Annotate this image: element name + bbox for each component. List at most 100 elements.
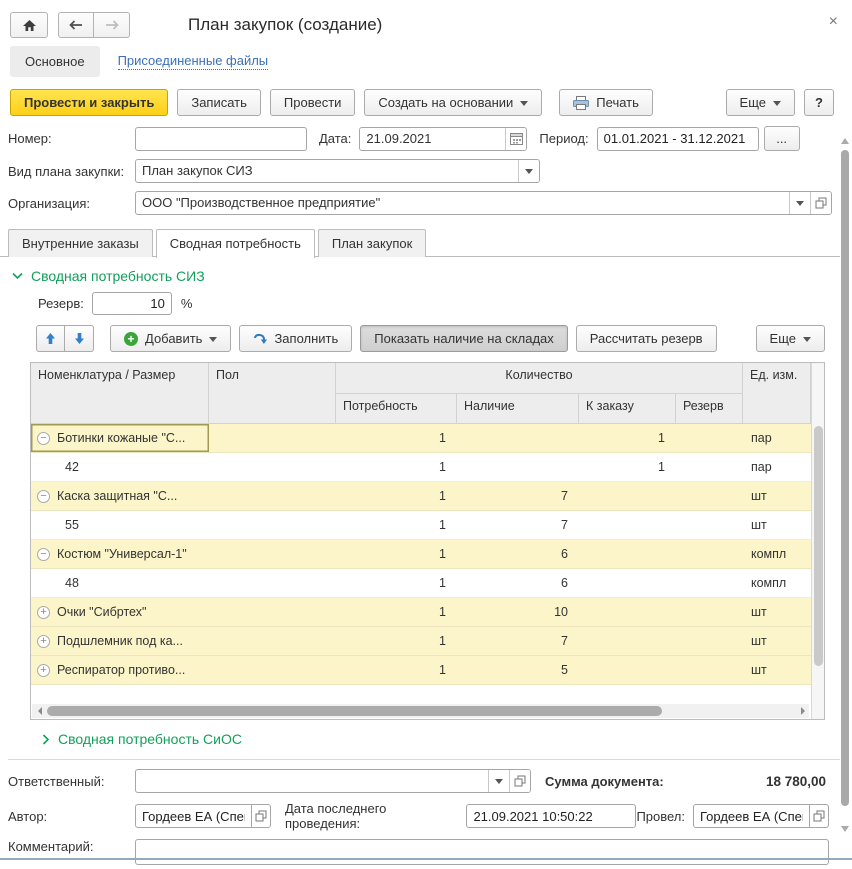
collapse-icon[interactable]: − (37, 489, 50, 503)
open-button[interactable] (509, 770, 530, 792)
cell-order[interactable] (579, 598, 676, 626)
col-reserve[interactable]: Резерв (676, 394, 743, 424)
add-button[interactable]: + Добавить (110, 325, 232, 352)
cell-nomenclature[interactable]: 48 (31, 569, 209, 597)
scrollbar-thumb[interactable] (841, 150, 849, 806)
cell-need[interactable]: 1 (439, 547, 446, 561)
cell-stock[interactable] (457, 424, 579, 452)
open-button[interactable] (810, 804, 829, 828)
tab-summary-need[interactable]: Сводная потребность (155, 229, 315, 258)
cell-need[interactable]: 1 (439, 663, 446, 677)
scroll-right-icon[interactable] (801, 707, 809, 715)
open-button[interactable] (810, 192, 831, 214)
cell-gender[interactable] (209, 424, 336, 452)
cell-stock[interactable]: 7 (561, 489, 568, 503)
scroll-left-icon[interactable] (34, 707, 42, 715)
cell-order[interactable] (579, 627, 676, 655)
cell-order[interactable] (579, 569, 676, 597)
expand-icon[interactable]: + (37, 634, 50, 648)
cell-reserve[interactable] (676, 482, 743, 510)
cell-stock[interactable] (457, 453, 579, 481)
cell-need[interactable]: 1 (439, 489, 446, 503)
save-button[interactable]: Записать (177, 89, 261, 116)
forward-button[interactable] (94, 12, 130, 38)
table-row[interactable]: − Ботинки кожаные "С... 1 1 пар (31, 424, 811, 453)
cell-order[interactable] (579, 656, 676, 684)
siz-section-header[interactable]: Сводная потребность СИЗ (0, 257, 852, 290)
table-row[interactable]: + Подшлемник под ка... 1 7 шт (31, 627, 811, 656)
cell-need[interactable]: 1 (439, 634, 446, 648)
cell-gender[interactable] (209, 540, 336, 568)
cell-nomenclature[interactable]: − Каска защитная "С... (31, 482, 209, 510)
number-input[interactable] (135, 126, 307, 151)
cell-unit[interactable]: пар (751, 460, 772, 474)
col-quantity[interactable]: Количество (336, 363, 743, 394)
scroll-up-icon[interactable] (841, 134, 849, 144)
responsible-value[interactable] (136, 770, 488, 792)
show-stock-button[interactable]: Показать наличие на складах (360, 325, 568, 352)
cell-unit[interactable]: компл (751, 576, 787, 590)
table-row[interactable]: 48 1 6 компл (31, 569, 811, 598)
scroll-down-icon[interactable] (841, 826, 849, 836)
table-row[interactable]: − Костюм "Универсал-1" 1 6 компл (31, 540, 811, 569)
more-button[interactable]: Еще (725, 89, 795, 116)
cell-stock[interactable]: 10 (554, 605, 568, 619)
table-row[interactable]: + Респиратор противо... 1 5 шт (31, 656, 811, 685)
print-button[interactable]: Печать (559, 89, 653, 116)
help-button[interactable]: ? (804, 89, 834, 116)
collapse-icon[interactable]: − (37, 431, 50, 445)
comment-input[interactable] (135, 839, 829, 865)
tab-main[interactable]: Основное (10, 46, 100, 77)
cell-unit[interactable]: шт (751, 605, 767, 619)
cell-reserve[interactable] (676, 453, 743, 481)
cell-nomenclature[interactable]: 55 (31, 511, 209, 539)
last-post-input[interactable] (466, 804, 637, 828)
cell-need[interactable]: 1 (439, 518, 446, 532)
cell-gender[interactable] (209, 598, 336, 626)
calendar-button[interactable] (505, 127, 527, 150)
author-field[interactable] (135, 804, 271, 828)
organization-value[interactable]: ООО "Производственное предприятие" (142, 195, 381, 210)
cell-reserve[interactable] (676, 627, 743, 655)
col-stock[interactable]: Наличие (457, 394, 579, 424)
create-based-on-button[interactable]: Создать на основании (364, 89, 543, 116)
date-value[interactable]: 21.09.2021 (366, 130, 432, 146)
tab-purchase-plan[interactable]: План закупок (317, 229, 427, 257)
fill-button[interactable]: Заполнить (239, 325, 353, 352)
table-row[interactable]: − Каска защитная "С... 1 7 шт (31, 482, 811, 511)
cell-unit[interactable]: пар (751, 431, 772, 445)
cell-gender[interactable] (209, 453, 336, 481)
collapse-icon[interactable]: − (37, 547, 50, 561)
period-choose-button[interactable]: ... (763, 126, 800, 151)
attached-files-link[interactable]: Присоединенные файлы (117, 53, 269, 70)
cell-nomenclature[interactable]: + Подшлемник под ка... (31, 627, 209, 655)
cell-nomenclature[interactable]: − Костюм "Универсал-1" (31, 540, 209, 568)
cell-reserve[interactable] (676, 656, 743, 684)
table-row[interactable]: 42 1 1 пар (31, 453, 811, 482)
reserve-input[interactable] (91, 292, 172, 315)
cell-order[interactable]: 1 (658, 460, 665, 474)
organization-select[interactable]: ООО "Производственное предприятие" (135, 191, 832, 215)
cell-reserve[interactable] (676, 540, 743, 568)
author-input[interactable] (135, 804, 252, 828)
cell-order[interactable]: 1 (658, 431, 665, 445)
cell-need[interactable]: 1 (439, 431, 446, 445)
cell-need[interactable]: 1 (439, 576, 446, 590)
post-button[interactable]: Провести (269, 89, 356, 116)
dropdown-button[interactable] (518, 160, 539, 182)
cell-gender[interactable] (209, 482, 336, 510)
responsible-select[interactable] (135, 769, 531, 793)
plan-kind-select[interactable]: План закупок СИЗ (135, 159, 540, 183)
cell-order[interactable] (579, 511, 676, 539)
cell-gender[interactable] (209, 569, 336, 597)
cell-stock[interactable]: 7 (561, 634, 568, 648)
scrollbar-thumb[interactable] (47, 706, 662, 716)
back-button[interactable] (58, 12, 94, 38)
cell-nomenclature[interactable]: 42 (31, 453, 209, 481)
col-nomenclature[interactable]: Номенклатура / Размер (31, 363, 209, 424)
cell-gender[interactable] (209, 627, 336, 655)
cell-unit[interactable]: шт (751, 518, 767, 532)
period-input[interactable] (596, 126, 759, 151)
cell-nomenclature[interactable]: + Очки "Сибртех" (31, 598, 209, 626)
home-button[interactable] (10, 12, 48, 38)
